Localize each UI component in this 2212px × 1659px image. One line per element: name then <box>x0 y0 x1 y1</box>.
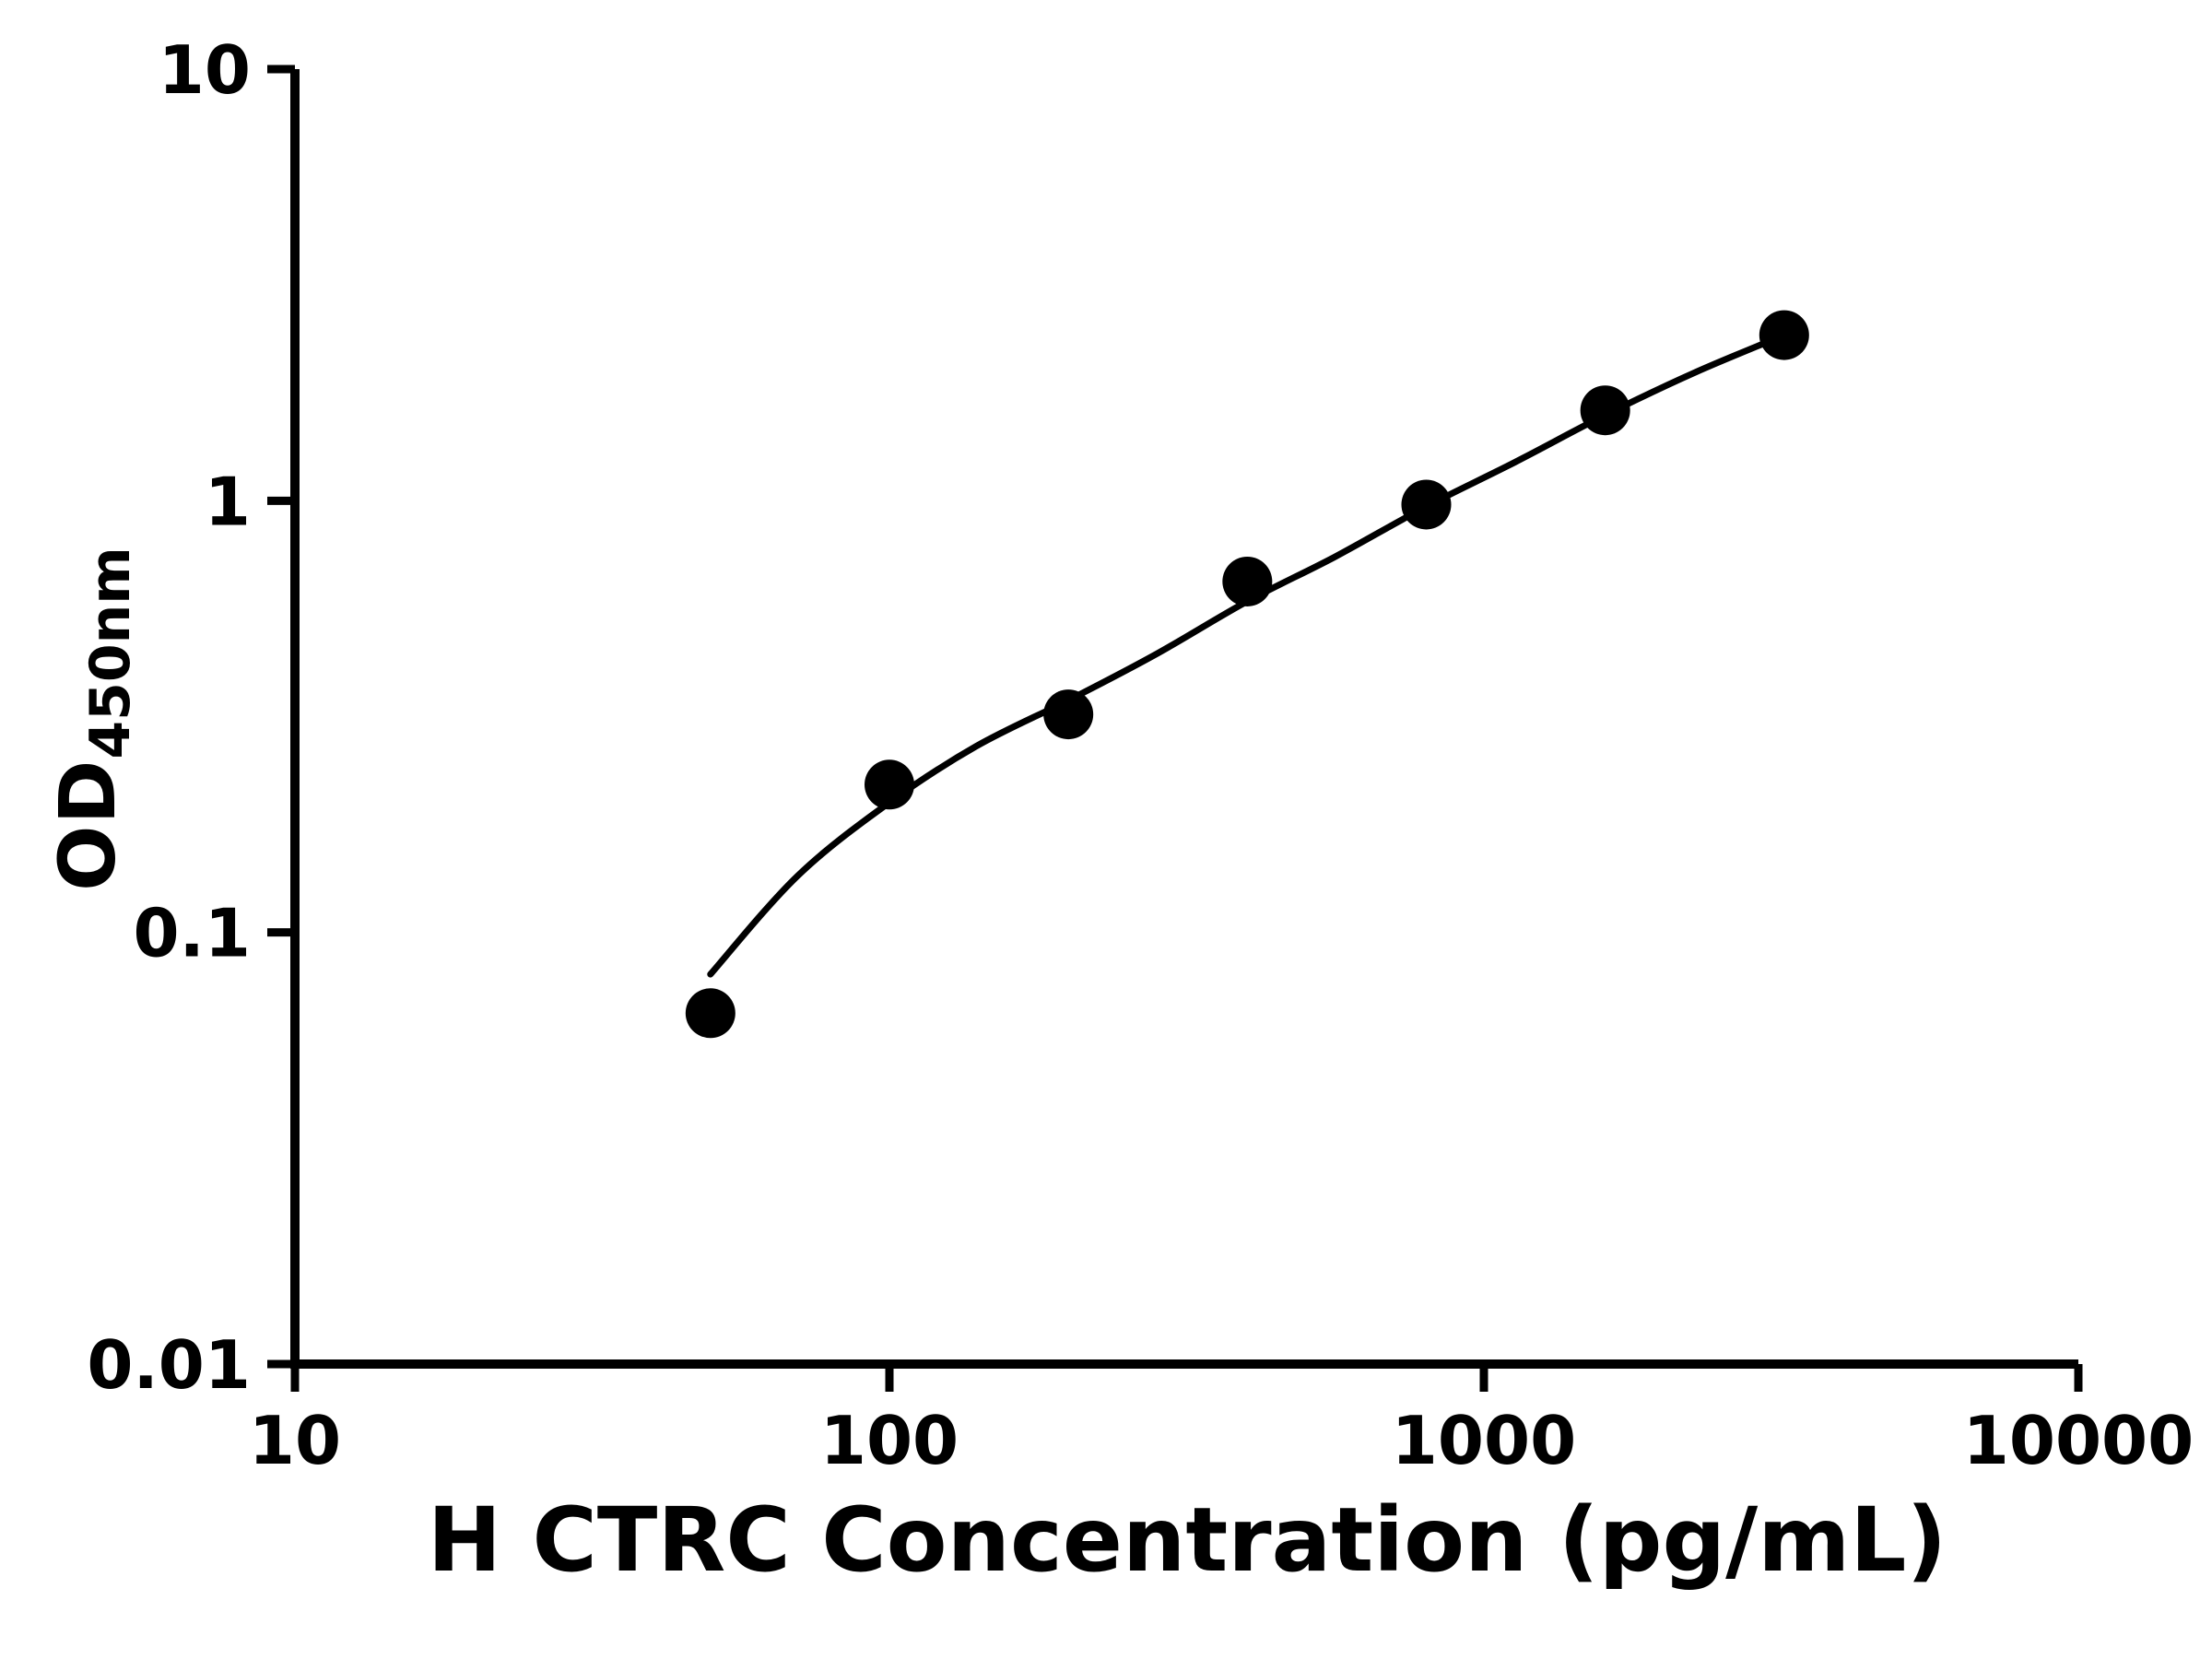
x-axis-title: H CTRC Concentration (pg/mL) <box>427 1488 1947 1592</box>
y-axis-title: OD450nm <box>42 547 143 891</box>
x-tick-label: 10 <box>249 1402 341 1479</box>
y-axis-title-subscript: 450nm <box>78 547 143 759</box>
x-tick-label: 10000 <box>1963 1402 2194 1479</box>
y-tick-label: 10 <box>159 31 251 109</box>
y-tick-label: 1 <box>205 463 251 540</box>
data-point <box>1043 689 1094 740</box>
x-tick-label: 1000 <box>1392 1402 1576 1479</box>
data-point <box>1222 556 1273 606</box>
fit-curve-line <box>707 332 1788 978</box>
data-point <box>685 988 735 1039</box>
axis-spines <box>290 69 2078 1369</box>
data-point <box>1759 310 1809 360</box>
y-axis-title-main: OD <box>42 759 133 891</box>
data-point <box>865 759 914 810</box>
x-tick-label: 100 <box>820 1402 959 1479</box>
y-tick-label: 0.01 <box>87 1326 251 1404</box>
data-point <box>1580 385 1630 436</box>
y-tick-label: 0.1 <box>133 895 251 972</box>
data-point <box>1401 479 1452 530</box>
